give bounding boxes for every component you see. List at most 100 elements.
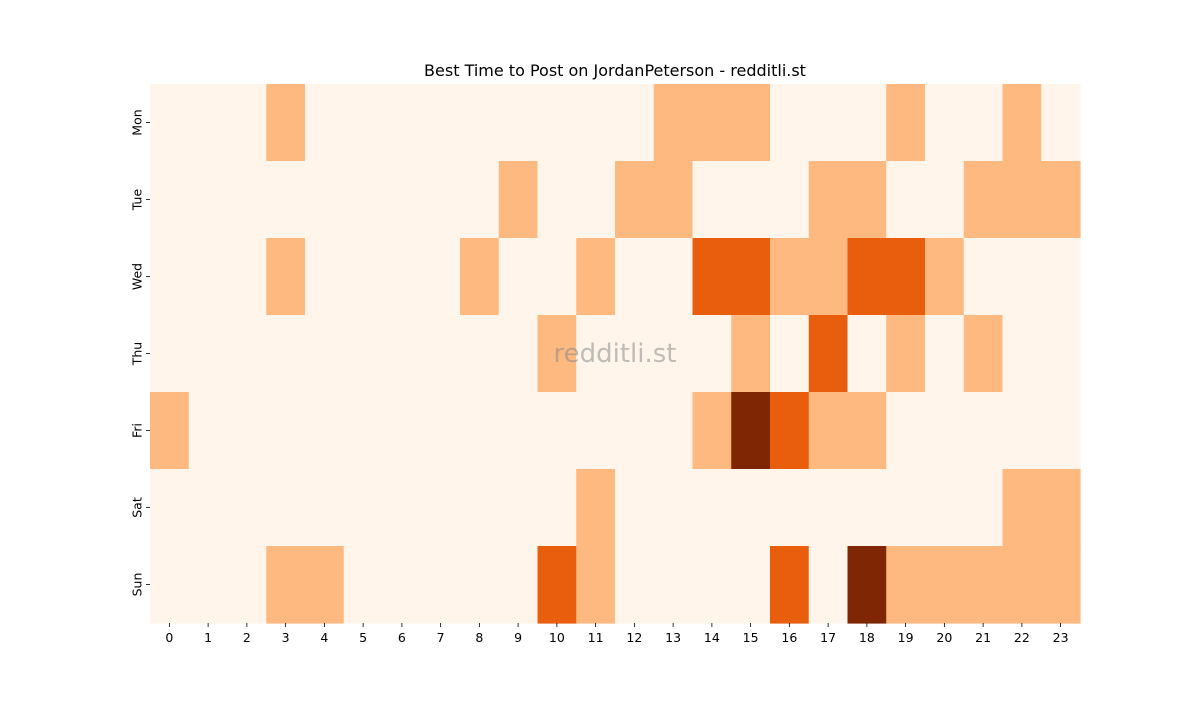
heatmap-cell-tue-10 — [537, 161, 577, 239]
heatmap-cell-sun-11 — [576, 546, 616, 624]
x-tick-label: 17 — [820, 630, 836, 645]
heatmap-cell-sun-6 — [382, 546, 422, 624]
heatmap-cell-sun-8 — [460, 546, 500, 624]
heatmap-cell-sat-16 — [770, 469, 810, 547]
heatmap-cell-sat-4 — [305, 469, 345, 547]
heatmap-cell-wed-12 — [615, 238, 655, 316]
heatmap-cell-sat-0 — [150, 469, 190, 547]
heatmap-cell-thu-20 — [925, 315, 965, 393]
heatmap-cell-tue-16 — [770, 161, 810, 239]
heatmap-cell-sun-23 — [1041, 546, 1081, 624]
heatmap-cell-mon-6 — [382, 84, 422, 162]
y-tick-label-thu: Thu — [130, 342, 145, 366]
heatmap-cell-thu-8 — [460, 315, 500, 393]
x-tick-label: 22 — [1014, 630, 1030, 645]
heatmap-cell-sun-20 — [925, 546, 965, 624]
heatmap-cell-tue-12 — [615, 161, 655, 239]
heatmap-cell-wed-1 — [188, 238, 229, 316]
heatmap-cell-sun-13 — [653, 546, 694, 624]
heatmap-cell-mon-16 — [770, 84, 810, 162]
heatmap-cell-thu-19 — [886, 315, 926, 393]
x-tick-label: 2 — [243, 630, 251, 645]
x-tick-label: 21 — [975, 630, 991, 645]
heatmap-cell-tue-11 — [576, 161, 616, 239]
heatmap-cell-fri-9 — [498, 392, 539, 470]
heatmap-cell-mon-2 — [227, 84, 267, 162]
heatmap-cell-fri-16 — [770, 392, 810, 470]
heatmap-cell-mon-22 — [1002, 84, 1042, 162]
heatmap-cell-thu-16 — [770, 315, 810, 393]
x-tick-label: 0 — [165, 630, 173, 645]
heatmap-cell-fri-17 — [808, 392, 849, 470]
heatmap-cell-mon-17 — [808, 84, 849, 162]
heatmap-cell-tue-8 — [460, 161, 500, 239]
heatmap-cell-fri-19 — [886, 392, 926, 470]
heatmap-cell-sat-23 — [1041, 469, 1081, 547]
heatmap-cell-wed-17 — [808, 238, 849, 316]
heatmap-cell-mon-14 — [692, 84, 732, 162]
heatmap-cell-wed-23 — [1041, 238, 1081, 316]
heatmap-cell-mon-23 — [1041, 84, 1081, 162]
heatmap-cell-mon-1 — [188, 84, 229, 162]
heatmap-cell-wed-14 — [692, 238, 732, 316]
heatmap-cell-thu-0 — [150, 315, 190, 393]
heatmap-cell-sun-5 — [343, 546, 384, 624]
heatmap-cell-tue-1 — [188, 161, 229, 239]
heatmap-cell-wed-6 — [382, 238, 422, 316]
heatmap-cell-tue-14 — [692, 161, 732, 239]
heatmap-cell-wed-22 — [1002, 238, 1042, 316]
heatmap-cell-sat-19 — [886, 469, 926, 547]
heatmap-cell-fri-10 — [537, 392, 577, 470]
x-tick-label: 4 — [320, 630, 328, 645]
heatmap-cell-tue-2 — [227, 161, 267, 239]
x-tick-label: 23 — [1053, 630, 1069, 645]
x-tick-label: 13 — [665, 630, 681, 645]
heatmap-cell-sat-2 — [227, 469, 267, 547]
heatmap-cell-tue-21 — [963, 161, 1004, 239]
y-tick-label-sat: Sat — [130, 497, 145, 518]
heatmap-cell-sun-15 — [731, 546, 771, 624]
heatmap-cell-fri-6 — [382, 392, 422, 470]
y-axis-ticks: Mon Tue Wed Thu Fri Sat Sun — [130, 109, 150, 596]
heatmap-cell-sun-12 — [615, 546, 655, 624]
heatmap-cell-mon-18 — [847, 84, 887, 162]
heatmap-cell-sun-22 — [1002, 546, 1042, 624]
heatmap-cell-mon-10 — [537, 84, 577, 162]
heatmap-cell-wed-10 — [537, 238, 577, 316]
x-tick-label: 10 — [549, 630, 565, 645]
x-tick-label: 11 — [588, 630, 604, 645]
x-tick-label: 15 — [743, 630, 759, 645]
heatmap-cell-wed-7 — [421, 238, 461, 316]
heatmap-cell-fri-15 — [731, 392, 771, 470]
heatmap-cell-fri-14 — [692, 392, 732, 470]
heatmap-cell-sat-18 — [847, 469, 887, 547]
heatmap-cell-wed-18 — [847, 238, 887, 316]
heatmap-cell-fri-3 — [266, 392, 306, 470]
heatmap-cell-sun-10 — [537, 546, 577, 624]
heatmap-cell-mon-11 — [576, 84, 616, 162]
heatmap-cell-thu-14 — [692, 315, 732, 393]
heatmap-cell-fri-20 — [925, 392, 965, 470]
heatmap-cell-sat-17 — [808, 469, 849, 547]
heatmap-cell-sun-16 — [770, 546, 810, 624]
x-tick-label: 3 — [282, 630, 290, 645]
heatmap-cell-sat-21 — [963, 469, 1004, 547]
heatmap-cell-thu-21 — [963, 315, 1004, 393]
heatmap-cell-sun-9 — [498, 546, 539, 624]
heatmap-cell-fri-18 — [847, 392, 887, 470]
heatmap-cell-thu-23 — [1041, 315, 1081, 393]
heatmap-cell-sat-1 — [188, 469, 229, 547]
heatmap-cell-sun-19 — [886, 546, 926, 624]
heatmap-cell-tue-19 — [886, 161, 926, 239]
heatmap-cell-mon-0 — [150, 84, 190, 162]
heatmap-cell-thu-12 — [615, 315, 655, 393]
heatmap-cell-tue-0 — [150, 161, 190, 239]
heatmap-cell-tue-15 — [731, 161, 771, 239]
x-axis-ticks: 0 1 2 3 4 5 6 7 8 9 10 11 12 13 14 15 16 17 18 19 20 21 22 23 — [165, 623, 1069, 645]
heatmap-cell-wed-0 — [150, 238, 190, 316]
heatmap-cell-fri-2 — [227, 392, 267, 470]
x-tick-label: 16 — [781, 630, 797, 645]
x-tick-label: 18 — [859, 630, 875, 645]
heatmap-cell-mon-20 — [925, 84, 965, 162]
